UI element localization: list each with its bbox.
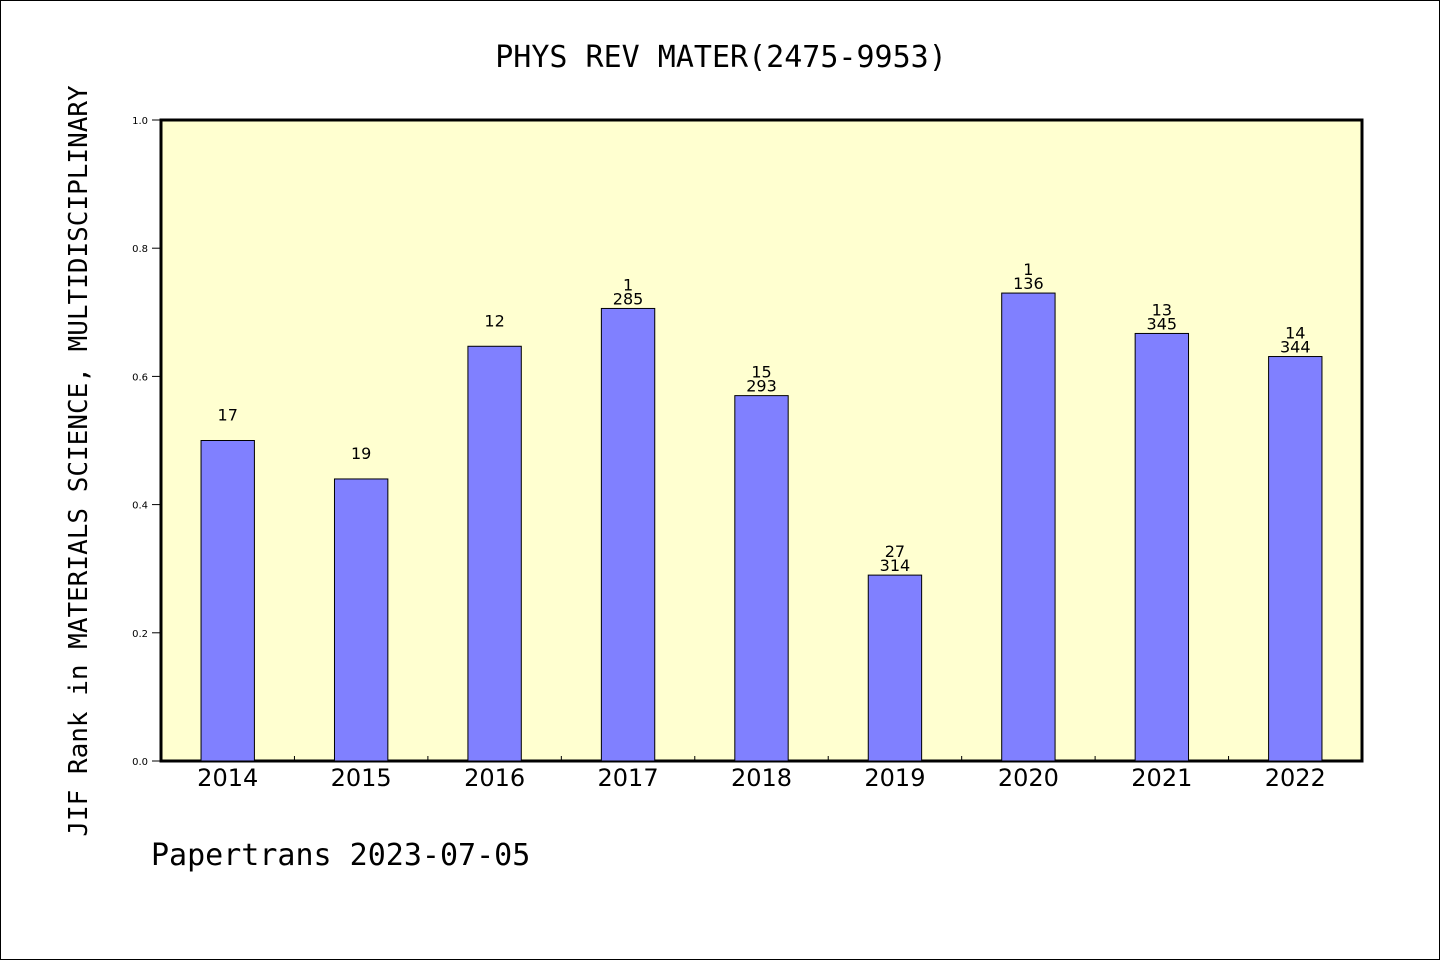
- x-tick-label: 2019: [864, 764, 925, 792]
- bar-label: 19: [351, 444, 371, 463]
- bar-label-rank: 15: [751, 363, 771, 382]
- bars-layer: [200, 292, 1323, 762]
- x-tick-label: 2018: [731, 764, 792, 792]
- y-tick-label: 0.6: [132, 372, 148, 383]
- y-tick-label: 1.0: [132, 116, 148, 127]
- x-tick-label: 2015: [331, 764, 392, 792]
- y-axis: 0.0 0.2 0.4 0.6 0.8 1.0: [132, 116, 161, 768]
- bar-2021: [1134, 332, 1190, 762]
- x-tick-label: 2016: [464, 764, 525, 792]
- y-tick-label: 0.0: [132, 757, 148, 768]
- bar-label-total: 293: [746, 377, 777, 396]
- chart-title: PHYS REV MATER(2475-9953): [495, 40, 947, 75]
- bar-2020: [1001, 292, 1056, 762]
- bar-label: 17: [218, 406, 238, 425]
- y-axis-label: JIF Rank in MATERIALS SCIENCE, MULTIDISC…: [64, 85, 94, 837]
- bar-label-rank: 14: [1285, 324, 1305, 343]
- y-tick-label: 0.8: [132, 244, 148, 255]
- x-tick-label: 2020: [998, 764, 1059, 792]
- bar-label-total: 345: [1147, 314, 1178, 333]
- bar-label-rank: 1: [1023, 260, 1033, 279]
- x-tick-label: 2014: [197, 764, 258, 792]
- bar-2022: [1268, 356, 1323, 762]
- bar-label-total: 344: [1280, 338, 1311, 357]
- bar-label-total: 136: [1013, 274, 1044, 293]
- bar-label-rank: 27: [885, 542, 905, 561]
- bar-label: 12: [484, 311, 504, 330]
- bar-label-total: 285: [613, 289, 644, 308]
- bar-label-rank: 1: [623, 275, 633, 294]
- footer-source-date: Papertrans 2023-07-05: [151, 838, 530, 873]
- y-tick-label: 0.4: [132, 501, 148, 512]
- y-tick-label: 0.2: [132, 629, 148, 640]
- bar-2018: [734, 395, 789, 762]
- bar-label-rank: 13: [1152, 300, 1172, 319]
- x-tick-label: 2021: [1131, 764, 1192, 792]
- bar-2015: [333, 478, 389, 762]
- bar-label-total: 314: [880, 556, 911, 575]
- bar-2014: [200, 440, 255, 762]
- bar-2016: [467, 345, 522, 762]
- x-tick-label: 2017: [598, 764, 659, 792]
- bar-2019: [867, 574, 923, 762]
- x-axis: 2014 2015 2016 2017 2018 2019 2020 2021 2022: [197, 756, 1326, 792]
- x-tick-label: 2022: [1265, 764, 1326, 792]
- bar-2017: [600, 307, 656, 762]
